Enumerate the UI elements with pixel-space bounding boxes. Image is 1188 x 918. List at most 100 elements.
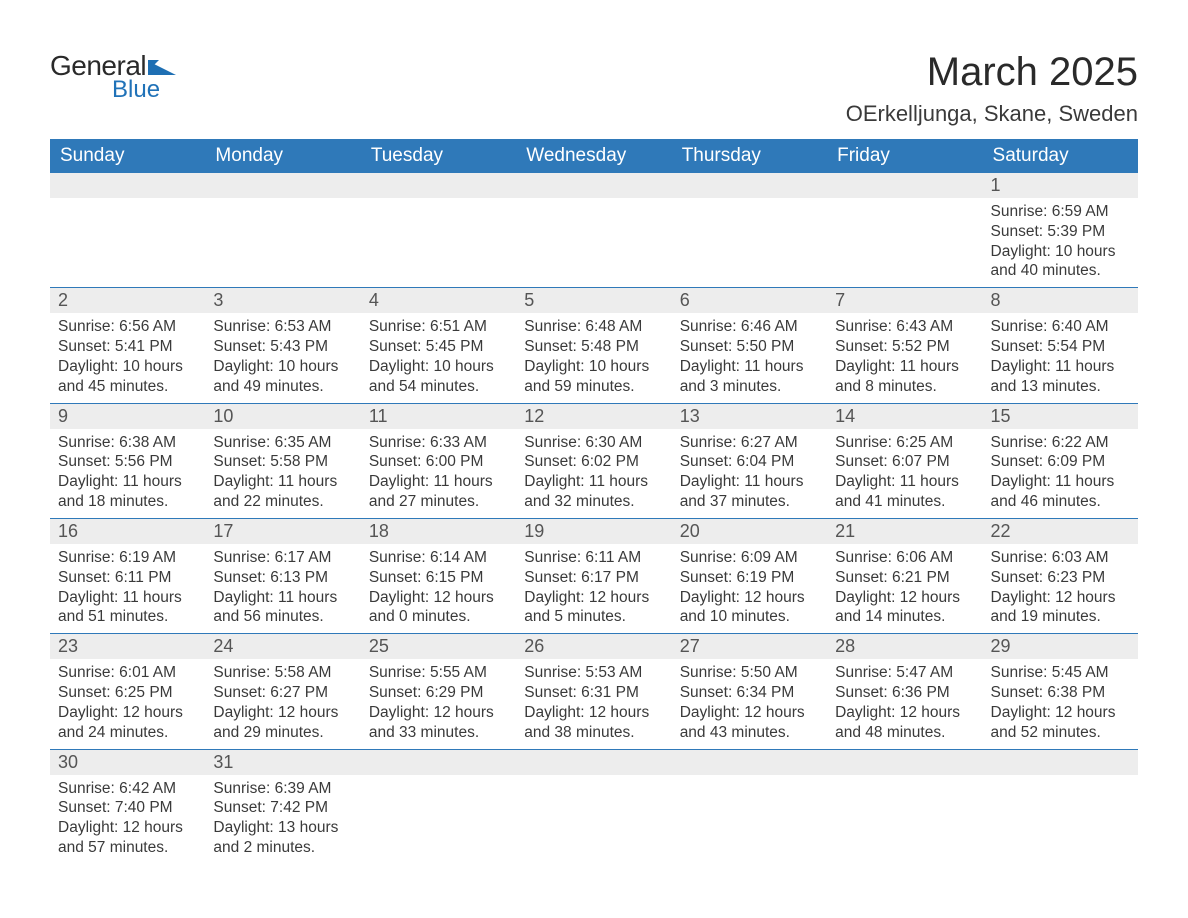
day-body-empty [672,775,827,785]
sunset-text: Sunset: 5:41 PM [58,337,197,357]
day-body-empty [827,198,982,208]
day-header: Monday [205,139,360,173]
daylight-text: Daylight: 11 hours and 41 minutes. [835,472,974,512]
sunset-text: Sunset: 6:31 PM [524,683,663,703]
daylight-text: Daylight: 11 hours and 56 minutes. [213,588,352,628]
day-number: 19 [516,519,671,544]
sunset-text: Sunset: 5:58 PM [213,452,352,472]
sunset-text: Sunset: 6:11 PM [58,568,197,588]
daylight-text: Daylight: 12 hours and 29 minutes. [213,703,352,743]
daylight-text: Daylight: 12 hours and 19 minutes. [991,588,1130,628]
day-header: Saturday [983,139,1138,173]
day-body-empty [827,775,982,785]
daylight-text: Daylight: 11 hours and 3 minutes. [680,357,819,397]
calendar-day-cell [827,749,982,864]
day-header: Thursday [672,139,827,173]
daylight-text: Daylight: 12 hours and 43 minutes. [680,703,819,743]
calendar-day-cell: 8Sunrise: 6:40 AMSunset: 5:54 PMDaylight… [983,288,1138,403]
calendar-day-cell: 4Sunrise: 6:51 AMSunset: 5:45 PMDaylight… [361,288,516,403]
logo: General Blue [50,50,176,104]
daylight-text: Daylight: 11 hours and 22 minutes. [213,472,352,512]
day-number: 22 [983,519,1138,544]
sunset-text: Sunset: 5:54 PM [991,337,1130,357]
sunset-text: Sunset: 6:36 PM [835,683,974,703]
calendar-day-cell [672,173,827,288]
calendar-day-cell: 12Sunrise: 6:30 AMSunset: 6:02 PMDayligh… [516,403,671,518]
sunrise-text: Sunrise: 6:19 AM [58,548,197,568]
day-body-empty [516,775,671,785]
daylight-text: Daylight: 12 hours and 14 minutes. [835,588,974,628]
day-number: 24 [205,634,360,659]
sunrise-text: Sunrise: 6:14 AM [369,548,508,568]
calendar-day-cell [516,173,671,288]
calendar-day-cell: 24Sunrise: 5:58 AMSunset: 6:27 PMDayligh… [205,634,360,749]
sunset-text: Sunset: 6:27 PM [213,683,352,703]
day-body: Sunrise: 6:53 AMSunset: 5:43 PMDaylight:… [205,313,360,402]
sunrise-text: Sunrise: 6:46 AM [680,317,819,337]
day-number-empty [672,173,827,198]
day-body: Sunrise: 6:01 AMSunset: 6:25 PMDaylight:… [50,659,205,748]
calendar-table: Sunday Monday Tuesday Wednesday Thursday… [50,139,1138,864]
daylight-text: Daylight: 12 hours and 24 minutes. [58,703,197,743]
sunset-text: Sunset: 6:34 PM [680,683,819,703]
sunset-text: Sunset: 7:40 PM [58,798,197,818]
calendar-week-row: 23Sunrise: 6:01 AMSunset: 6:25 PMDayligh… [50,634,1138,749]
day-number-empty [516,173,671,198]
day-body: Sunrise: 6:56 AMSunset: 5:41 PMDaylight:… [50,313,205,402]
daylight-text: Daylight: 10 hours and 59 minutes. [524,357,663,397]
calendar-week-row: 9Sunrise: 6:38 AMSunset: 5:56 PMDaylight… [50,403,1138,518]
sunrise-text: Sunrise: 5:50 AM [680,663,819,683]
month-title: March 2025 [846,50,1138,95]
day-number: 26 [516,634,671,659]
daylight-text: Daylight: 11 hours and 46 minutes. [991,472,1130,512]
daylight-text: Daylight: 10 hours and 45 minutes. [58,357,197,397]
daylight-text: Daylight: 12 hours and 5 minutes. [524,588,663,628]
sunrise-text: Sunrise: 6:11 AM [524,548,663,568]
calendar-day-cell [50,173,205,288]
day-number: 20 [672,519,827,544]
calendar-day-cell: 18Sunrise: 6:14 AMSunset: 6:15 PMDayligh… [361,518,516,633]
daylight-text: Daylight: 12 hours and 33 minutes. [369,703,508,743]
daylight-text: Daylight: 12 hours and 48 minutes. [835,703,974,743]
calendar-day-cell [827,173,982,288]
day-number: 21 [827,519,982,544]
calendar-day-cell: 10Sunrise: 6:35 AMSunset: 5:58 PMDayligh… [205,403,360,518]
day-number: 23 [50,634,205,659]
day-number-empty [50,173,205,198]
day-number: 14 [827,404,982,429]
day-number: 13 [672,404,827,429]
day-body: Sunrise: 6:19 AMSunset: 6:11 PMDaylight:… [50,544,205,633]
day-number: 3 [205,288,360,313]
day-body: Sunrise: 5:55 AMSunset: 6:29 PMDaylight:… [361,659,516,748]
sunrise-text: Sunrise: 6:03 AM [991,548,1130,568]
sunset-text: Sunset: 6:23 PM [991,568,1130,588]
calendar-day-cell: 11Sunrise: 6:33 AMSunset: 6:00 PMDayligh… [361,403,516,518]
day-header: Wednesday [516,139,671,173]
calendar-day-cell [672,749,827,864]
day-number: 16 [50,519,205,544]
sunrise-text: Sunrise: 5:55 AM [369,663,508,683]
daylight-text: Daylight: 11 hours and 8 minutes. [835,357,974,397]
calendar-day-cell: 13Sunrise: 6:27 AMSunset: 6:04 PMDayligh… [672,403,827,518]
day-body: Sunrise: 6:48 AMSunset: 5:48 PMDaylight:… [516,313,671,402]
day-body: Sunrise: 6:46 AMSunset: 5:50 PMDaylight:… [672,313,827,402]
daylight-text: Daylight: 12 hours and 38 minutes. [524,703,663,743]
daylight-text: Daylight: 11 hours and 27 minutes. [369,472,508,512]
sunset-text: Sunset: 5:56 PM [58,452,197,472]
sunset-text: Sunset: 5:45 PM [369,337,508,357]
day-number: 2 [50,288,205,313]
day-number-empty [827,750,982,775]
day-body: Sunrise: 6:39 AMSunset: 7:42 PMDaylight:… [205,775,360,864]
sunset-text: Sunset: 6:00 PM [369,452,508,472]
sunrise-text: Sunrise: 6:53 AM [213,317,352,337]
day-number: 9 [50,404,205,429]
daylight-text: Daylight: 10 hours and 49 minutes. [213,357,352,397]
day-body: Sunrise: 6:35 AMSunset: 5:58 PMDaylight:… [205,429,360,518]
calendar-day-cell: 15Sunrise: 6:22 AMSunset: 6:09 PMDayligh… [983,403,1138,518]
day-number: 6 [672,288,827,313]
sunset-text: Sunset: 7:42 PM [213,798,352,818]
day-number-empty [361,750,516,775]
calendar-day-cell: 21Sunrise: 6:06 AMSunset: 6:21 PMDayligh… [827,518,982,633]
calendar-day-cell: 2Sunrise: 6:56 AMSunset: 5:41 PMDaylight… [50,288,205,403]
sunrise-text: Sunrise: 5:47 AM [835,663,974,683]
